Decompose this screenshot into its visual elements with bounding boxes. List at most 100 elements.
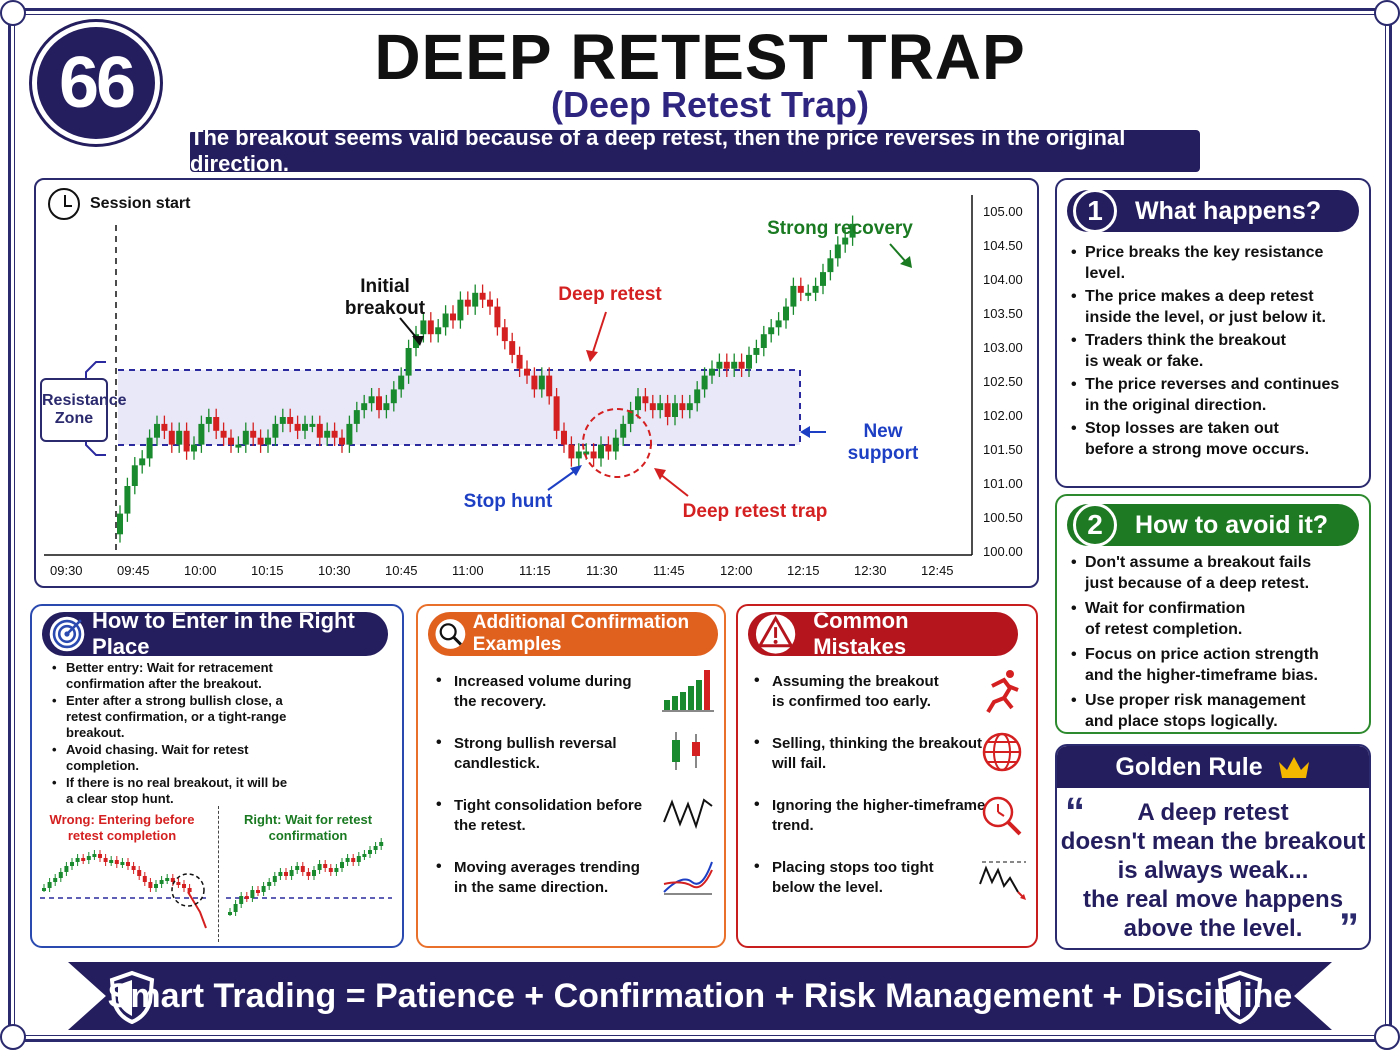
zigzag-icon [663,798,713,830]
enter-title: How to Enter in the Right Place [92,608,355,659]
enter-header: How to Enter in the Right Place [42,608,388,659]
right-line2: confirmation [268,828,348,843]
deep-retest-label: Deep retest [558,284,662,305]
golden-rule-line: A deep retest [1137,799,1289,826]
session-start: Session start [48,188,190,220]
mini-candle [86,856,91,860]
shield-icon [109,970,155,1024]
list-item-line: confirmation after the breakout. [66,676,262,691]
golden-rule-header: Golden Rule [1057,746,1369,788]
description-banner: The breakout seems valid because of a de… [190,125,1200,176]
bullet: • [754,796,760,813]
how-avoid-card: 2 How to avoid it? Don't assume a breako… [1055,494,1371,734]
inner-frame [14,14,1386,1036]
mini-candle [356,856,361,862]
y-tick-label: 102.00 [983,408,1023,423]
list-item-line: Selling, thinking the breakout [772,735,983,752]
x-tick-label: 11:00 [452,563,484,578]
mini-candle [187,888,192,892]
mini-candle [64,866,69,872]
footer-banner: Smart Trading = Patience + Confirmation … [68,962,1332,1030]
mini-candle [103,858,108,862]
mini-candle [109,860,114,863]
mini-candle [379,842,384,846]
how-avoid-list: Don't assume a breakout fails just becaus… [1069,552,1365,736]
mini-candle [278,872,283,876]
mini-candle [284,872,288,876]
list-item-line: the recovery. [454,693,547,710]
x-tick-label: 12:15 [787,563,820,578]
x-tick-label: 11:30 [586,563,618,578]
mini-candle [114,860,119,864]
list-item: • Increased volume during the recovery. [436,672,684,712]
number-two: 2 [1073,503,1117,547]
shield-icon [1217,970,1263,1024]
list-item: • Moving averages trending in the same dir… [436,858,684,898]
mini-candle [345,858,350,862]
mini-candle [131,866,136,870]
list-item-line: and the higher-timeframe bias. [1085,667,1318,684]
y-tick-label: 101.50 [983,442,1023,457]
x-tick-label: 12:00 [720,563,753,578]
list-item-line: The price reverses and continues [1085,376,1340,393]
list-item-line: Stop losses are taken out [1085,420,1279,437]
y-tick-label: 103.00 [983,340,1023,355]
corner-ornament [0,0,26,26]
mini-candle [317,864,322,870]
session-start-label: Session start [90,195,191,212]
list-item-line: Price breaks the key resistance [1085,244,1324,261]
right-entry-chart [226,838,392,916]
list-item-line: is weak or fake. [1085,353,1204,370]
mini-candle [351,858,356,862]
wrong-line1: Wrong: Entering before [49,812,195,827]
mini-candle [120,862,125,865]
y-tick-label: 100.50 [983,510,1023,525]
outer-frame [8,8,1392,1042]
y-tick-label: 100.00 [983,544,1023,559]
mini-candle [312,870,316,876]
list-item: • Ignoring the higher-timeframe trend. [754,796,1002,836]
mini-candle [92,854,97,857]
stop-hunt-label: Stop hunt [463,491,553,512]
mini-candle [53,878,58,882]
divider [218,806,219,942]
new-support-label: New support [847,421,919,464]
page-subtitle: (Deep Retest Trap) [550,84,870,125]
enter-card: How to Enter in the Right Place Better e… [30,604,404,948]
target-icon [49,616,85,652]
initial-breakout-label: Initial breakout [330,276,440,320]
mini-candle [126,862,130,866]
how-avoid-header: 2 How to avoid it? [1067,503,1359,547]
mini-candle [176,882,181,885]
wrong-line2: retest completion [67,828,177,843]
mini-candle [148,882,153,888]
moving-average-icon [663,861,713,895]
golden-rule-line: doesn't mean the breakout [1060,828,1366,855]
wrong-entry-chart [40,850,207,929]
mini-candle [47,882,52,888]
x-tick-label: 10:45 [385,563,418,578]
list-item: The price makes a deep retest inside the … [1069,286,1365,328]
initial-breakout-line2: breakout [344,298,426,319]
resistance-zone-line1: Resistance [42,392,127,409]
x-tick-label: 10:30 [318,563,351,578]
mini-candle [233,904,238,912]
x-tick-label: 09:45 [117,563,150,578]
resistance-zone-label: Resistance Zone [40,378,127,442]
confirm-header: Additional Confirmation Examples [428,612,718,656]
mini-candle [98,854,102,858]
bullet: • [436,734,442,751]
list-item-line: inside the level, or just below it. [1085,309,1326,326]
mini-candle [58,872,63,878]
list-item-line: Better entry: Wait for retracement [66,660,273,675]
resistance-zone-line2: Zone [54,410,94,427]
list-item-line: The price makes a deep retest [1085,288,1314,305]
fall-arrow [187,891,207,929]
list-item-line: in the same direction. [454,879,609,896]
list-item-line: breakout. [66,725,125,740]
mini-candle [328,868,333,872]
y-tick-label: 102.50 [983,374,1023,389]
strong-recovery-label: Strong recovery [767,218,913,239]
list-item: The price reverses and continues in the o… [1069,374,1365,416]
golden-rule-title: Golden Rule [1115,752,1263,781]
